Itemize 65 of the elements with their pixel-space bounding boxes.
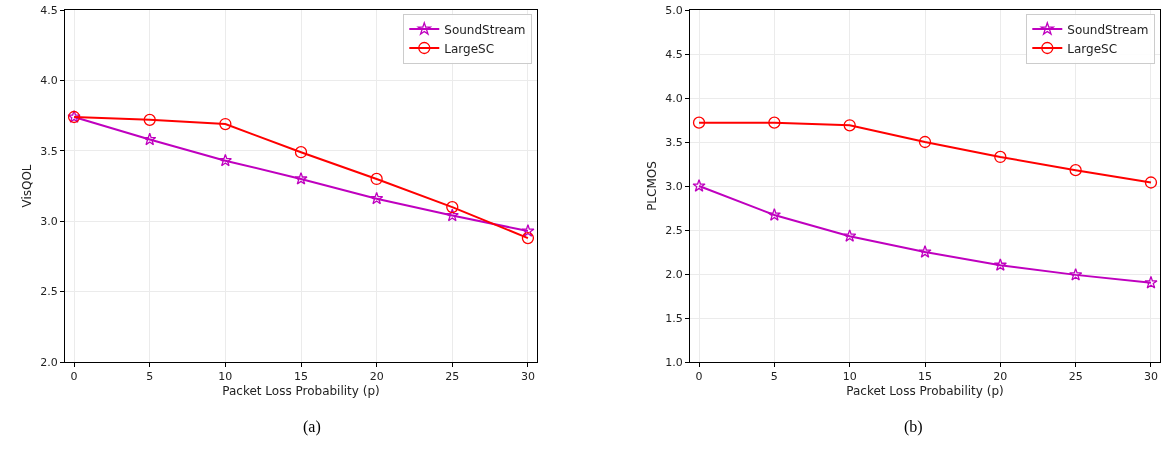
y-tick-label: 3.5 <box>665 135 683 149</box>
y-tick-label: 2.5 <box>40 285 58 299</box>
x-tick-label: 10 <box>218 370 233 384</box>
point <box>218 153 232 167</box>
legend-label: SoundStream <box>1067 22 1149 37</box>
y-tick-label: 3.5 <box>40 144 58 158</box>
x-tick-label: 30 <box>1143 370 1158 384</box>
legend-label: LargeSC <box>1067 41 1118 56</box>
y-axis-title: PLCMOS <box>644 161 659 211</box>
point <box>692 179 706 192</box>
point <box>1069 164 1082 177</box>
point <box>843 119 856 132</box>
x-tick-label: 30 <box>520 370 535 384</box>
point <box>1144 176 1158 189</box>
y-tick-label: 3.0 <box>40 215 58 229</box>
x-tick-label: 0 <box>70 370 78 384</box>
point <box>1069 267 1083 281</box>
x-tick-label: 10 <box>842 370 857 384</box>
x-tick-label: 25 <box>1068 370 1083 384</box>
y-axis-title: VisQOL <box>19 164 34 208</box>
point <box>143 132 157 146</box>
text: (a) <box>303 418 321 436</box>
x-tick-label: 25 <box>445 370 460 384</box>
y-tick-label: 3.0 <box>665 179 683 193</box>
y-tick-label: 2.0 <box>40 355 58 369</box>
x-tick-label: 15 <box>294 370 308 384</box>
y-tick-label: 4.0 <box>40 74 58 88</box>
x-tick-label: 5 <box>146 370 154 384</box>
point <box>767 208 781 221</box>
point <box>768 116 781 129</box>
point <box>521 224 535 237</box>
y-tick-label: 1.0 <box>665 355 683 369</box>
point <box>843 229 857 242</box>
x-axis-title: Packet Loss Probability (p) <box>222 384 380 399</box>
y-tick-label: 2.5 <box>665 223 683 237</box>
point <box>445 208 459 222</box>
y-tick-label: 4.5 <box>40 3 58 17</box>
y-tick-label: 1.5 <box>665 311 683 325</box>
y-tick-label: 4.5 <box>665 47 683 61</box>
legend-label: SoundStream <box>444 22 526 37</box>
y-tick-label: 2.0 <box>665 267 683 281</box>
point <box>370 191 384 205</box>
text: (b) <box>904 418 923 436</box>
x-tick-label: 0 <box>695 370 703 384</box>
point <box>1144 275 1158 289</box>
point <box>994 150 1007 164</box>
point <box>143 113 156 126</box>
point <box>370 172 383 186</box>
point <box>219 117 232 131</box>
point <box>993 258 1007 271</box>
x-tick-label: 20 <box>369 370 384 384</box>
y-tick-label: 4.0 <box>665 91 683 105</box>
point <box>294 172 308 185</box>
point <box>294 146 308 159</box>
x-tick-label: 20 <box>993 370 1008 384</box>
point <box>918 135 932 149</box>
point <box>692 116 706 129</box>
x-tick-label: 15 <box>918 370 932 384</box>
x-tick-label: 5 <box>770 370 778 384</box>
legend-label: LargeSC <box>444 41 495 56</box>
point <box>521 231 535 245</box>
y-tick-label: 5.0 <box>665 3 683 17</box>
x-axis-title: Packet Loss Probability (p) <box>846 384 1004 399</box>
point <box>446 200 459 214</box>
point <box>918 245 932 258</box>
